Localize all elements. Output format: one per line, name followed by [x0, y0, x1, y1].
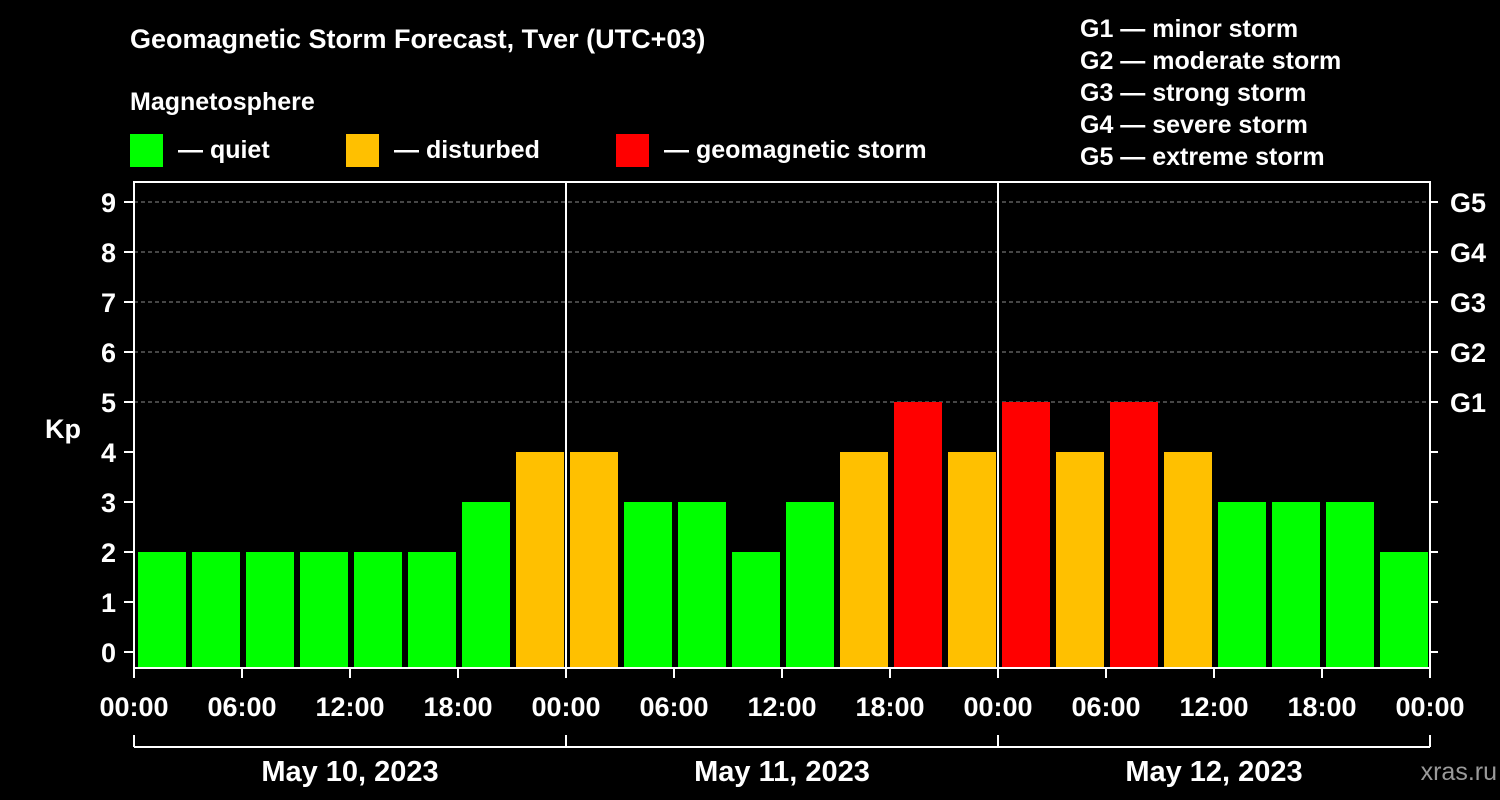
day-label-1: May 11, 2023 [694, 756, 870, 788]
day-label-2: May 12, 2023 [1125, 756, 1302, 788]
g-scale-legend-item-g1: G1 — minor storm [1080, 15, 1298, 43]
x-tick-label-8: 00:00 [963, 692, 1032, 722]
bar-18 [1110, 402, 1158, 668]
watermark: xras.ru [1421, 758, 1497, 786]
x-tick-label-0: 00:00 [99, 692, 168, 722]
g-scale-legend: G1 — minor storm G2 — moderate storm G3 … [1080, 15, 1341, 171]
bar-7 [516, 452, 564, 668]
g-scale-label-g5: G5 [1450, 188, 1486, 218]
x-tick-label-9: 06:00 [1071, 692, 1140, 722]
y-axis-label: Kp [45, 414, 81, 444]
y-tick-label-1: 1 [101, 588, 116, 618]
x-tick-label-1: 06:00 [207, 692, 276, 722]
g-scale-legend-item-g5: G5 — extreme storm [1080, 143, 1325, 171]
day-label-0: May 10, 2023 [261, 756, 438, 788]
bar-5 [408, 552, 456, 668]
day-axis: May 10, 2023 May 11, 2023 May 12, 2023 [133, 735, 1431, 788]
bar-12 [786, 502, 834, 668]
bar-3 [300, 552, 348, 668]
bar-10 [678, 502, 726, 668]
g-scale-axis: G1 G2 G3 G4 G5 [1450, 188, 1486, 418]
y-axis-ticks: 0 1 2 3 4 5 6 7 8 9 [101, 188, 1438, 668]
g-scale-legend-item-g4: G4 — severe storm [1080, 111, 1308, 139]
x-tick-label-11: 18:00 [1287, 692, 1356, 722]
x-tick-label-2: 12:00 [315, 692, 384, 722]
y-tick-label-5: 5 [101, 388, 116, 418]
g-scale-legend-item-g2: G2 — moderate storm [1080, 47, 1341, 75]
y-tick-label-8: 8 [101, 238, 116, 268]
legend-swatch-quiet [130, 134, 163, 167]
x-tick-label-7: 18:00 [855, 692, 924, 722]
x-tick-label-10: 12:00 [1179, 692, 1248, 722]
chart-title: Geomagnetic Storm Forecast, Tver (UTC+03… [130, 24, 705, 54]
g-scale-legend-item-g3: G3 — strong storm [1080, 79, 1306, 107]
legend-label-disturbed: — disturbed [394, 136, 540, 164]
bar-20 [1218, 502, 1266, 668]
bar-0 [138, 552, 186, 668]
y-tick-label-9: 9 [101, 188, 116, 218]
bar-8 [570, 452, 618, 668]
x-tick-label-4: 00:00 [531, 692, 600, 722]
legend-label-quiet: — quiet [178, 136, 270, 164]
x-tick-label-5: 06:00 [639, 692, 708, 722]
x-tick-label-3: 18:00 [423, 692, 492, 722]
y-tick-label-2: 2 [101, 538, 116, 568]
bar-1 [192, 552, 240, 668]
bar-6 [462, 502, 510, 668]
bars [138, 402, 1428, 668]
legend-swatch-disturbed [346, 134, 379, 167]
status-legend: — quiet — disturbed — geomagnetic storm [130, 134, 927, 167]
bar-11 [732, 552, 780, 668]
bar-21 [1272, 502, 1320, 668]
bar-16 [1002, 402, 1050, 668]
x-tick-label-6: 12:00 [747, 692, 816, 722]
bar-13 [840, 452, 888, 668]
y-tick-label-7: 7 [101, 288, 116, 318]
bar-22 [1326, 502, 1374, 668]
bar-4 [354, 552, 402, 668]
bar-17 [1056, 452, 1104, 668]
y-tick-label-4: 4 [101, 438, 116, 468]
bar-2 [246, 552, 294, 668]
y-tick-label-0: 0 [101, 638, 116, 668]
chart-subtitle: Magnetosphere [130, 88, 315, 116]
y-tick-label-3: 3 [101, 488, 116, 518]
g-scale-label-g1: G1 [1450, 388, 1486, 418]
bar-14 [894, 402, 942, 668]
g-scale-label-g4: G4 [1450, 238, 1486, 268]
legend-swatch-storm [616, 134, 649, 167]
bar-9 [624, 502, 672, 668]
x-axis-ticks: 00:00 06:00 12:00 18:00 00:00 06:00 12:00 18:00… [99, 668, 1465, 722]
y-tick-label-6: 6 [101, 338, 116, 368]
bar-19 [1164, 452, 1212, 668]
legend-label-storm: — geomagnetic storm [664, 136, 927, 164]
bar-23 [1380, 552, 1428, 668]
g-scale-label-g3: G3 [1450, 288, 1486, 318]
x-tick-label-12: 00:00 [1395, 692, 1464, 722]
bar-15 [948, 452, 996, 668]
g-scale-label-g2: G2 [1450, 338, 1486, 368]
grid-lines [134, 201, 1430, 403]
